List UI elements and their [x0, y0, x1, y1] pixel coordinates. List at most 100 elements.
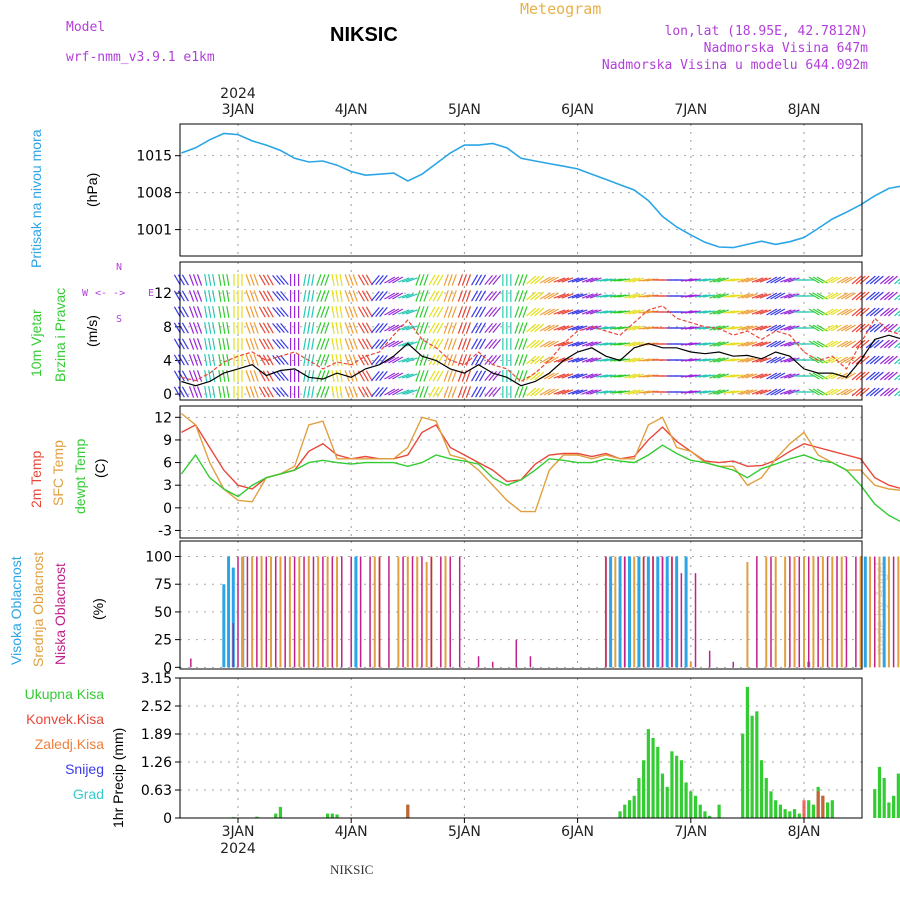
wind-barb [851, 339, 862, 349]
wind-barb [822, 324, 834, 332]
wind-barb [717, 309, 729, 315]
wind-barb [628, 277, 641, 283]
wind-barb [638, 358, 651, 362]
wind-barb [883, 355, 894, 365]
wind-barb [766, 340, 778, 348]
wind-barb [894, 326, 900, 333]
wind-barb [436, 370, 444, 382]
wind-barb [208, 385, 212, 399]
wind-barb [855, 387, 866, 397]
wind-barb [628, 309, 641, 315]
wind-barb [571, 389, 584, 395]
wind-barb [484, 323, 494, 333]
wind-barb [307, 273, 311, 287]
wind-barb [770, 276, 782, 284]
y-tick-label: 12 [154, 286, 172, 302]
wind-barb [530, 275, 541, 285]
day-label-top: 6JAN [561, 102, 594, 118]
wind-barb [348, 322, 354, 334]
wind-barb [717, 357, 729, 363]
wind-barb [361, 306, 369, 318]
wind-barb [192, 338, 199, 350]
wind-barb [518, 274, 524, 286]
wind-barb [518, 386, 524, 398]
wind-barb [371, 339, 380, 349]
wind-barb [375, 307, 384, 317]
wind-barb [894, 390, 900, 397]
wind-barb [266, 338, 274, 350]
total-rain-bar [788, 811, 792, 818]
wind-barb [887, 371, 898, 381]
wind-barb [245, 274, 251, 286]
wind-barb [547, 356, 559, 364]
wind-barb [581, 341, 594, 347]
wind-barb [894, 374, 900, 381]
wind-barb [428, 322, 436, 334]
wind-barb [344, 290, 350, 302]
wind-barb [173, 322, 181, 334]
wind-barb [855, 291, 866, 301]
wind-barb [475, 386, 483, 398]
wind-barb [688, 310, 701, 314]
wind-barb [851, 355, 862, 365]
wind-barb [361, 338, 369, 350]
wind-barb [280, 339, 289, 349]
wind-barb [249, 354, 255, 366]
wind-barb [717, 341, 729, 347]
wind-barb [249, 290, 255, 302]
wind-barb [702, 358, 715, 362]
wind-barb [357, 386, 365, 398]
convective-rain-bar [802, 800, 806, 818]
wind-barb [808, 292, 820, 300]
wind-barb [571, 325, 584, 331]
wind-barb [401, 389, 414, 395]
wind-barb [741, 293, 754, 299]
wind-barb [812, 308, 824, 316]
wind-barb [311, 305, 315, 319]
wind-barb [384, 340, 396, 348]
wind-barb [276, 387, 285, 397]
wind-barb [751, 389, 764, 395]
wind-barb [581, 309, 594, 315]
meteogram-label: Meteogram [520, 0, 602, 18]
total-rain-bar [745, 686, 749, 818]
wind-barb [371, 291, 380, 301]
model-name: wrf-nmm_v3.9.1 e1km [66, 50, 215, 65]
total-rain-bar [642, 760, 646, 818]
wind-barb [557, 325, 570, 331]
panel-frame [179, 123, 863, 257]
wind-barb [188, 370, 195, 382]
wind-barb [731, 294, 744, 298]
y-tick-label: 2.52 [141, 699, 172, 715]
wind-barb [316, 338, 322, 350]
wind-barb [713, 293, 725, 299]
wind-barb [479, 290, 487, 302]
wind-barb [887, 275, 898, 285]
wind-barb [484, 355, 494, 365]
wind-barb [759, 341, 772, 347]
total-rain-bar [335, 814, 339, 818]
wind-barb [780, 277, 792, 283]
wind-barb [365, 274, 373, 286]
wind-barb [581, 373, 594, 379]
wind-barb [272, 275, 281, 285]
wind-barb [218, 337, 222, 351]
wind-barb [731, 278, 744, 282]
wind-barb [392, 308, 404, 316]
wind-barb [755, 293, 768, 299]
wind-barb [646, 374, 659, 378]
wind-barb [557, 309, 570, 315]
wind-barb [826, 292, 838, 300]
wind-barb [603, 278, 616, 282]
wind-barb [262, 290, 270, 302]
wind-barb [307, 337, 311, 351]
wind-barb [204, 289, 208, 303]
wind-barb [405, 325, 418, 331]
wind-barb [307, 321, 311, 335]
wind-barb [812, 388, 824, 396]
wind-barb [384, 324, 396, 332]
wind-barb [208, 353, 212, 367]
wind-barb [204, 385, 208, 399]
wind-barb [610, 310, 623, 314]
day-label-bottom: 8JAN [788, 824, 821, 840]
